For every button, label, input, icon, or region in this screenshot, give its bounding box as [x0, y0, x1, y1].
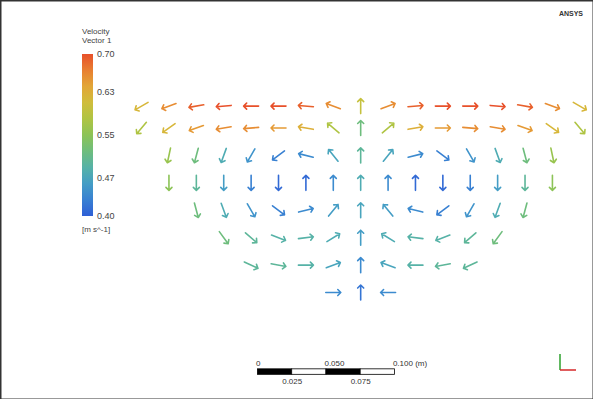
svg-text:0.100 (m): 0.100 (m): [393, 359, 428, 368]
svg-text:0.55: 0.55: [97, 130, 115, 140]
svg-text:ANSYS: ANSYS: [559, 10, 583, 17]
svg-text:VelocityVector 1: VelocityVector 1: [82, 27, 112, 45]
svg-text:[m s^-1]: [m s^-1]: [82, 225, 110, 234]
svg-text:0.70: 0.70: [97, 49, 115, 59]
svg-text:0.025: 0.025: [282, 377, 303, 386]
svg-text:0: 0: [256, 359, 261, 368]
svg-text:0.075: 0.075: [351, 377, 372, 386]
svg-text:0.050: 0.050: [324, 359, 345, 368]
svg-text:0.63: 0.63: [97, 87, 115, 97]
svg-text:0.47: 0.47: [97, 173, 115, 183]
svg-text:0.40: 0.40: [97, 211, 115, 221]
